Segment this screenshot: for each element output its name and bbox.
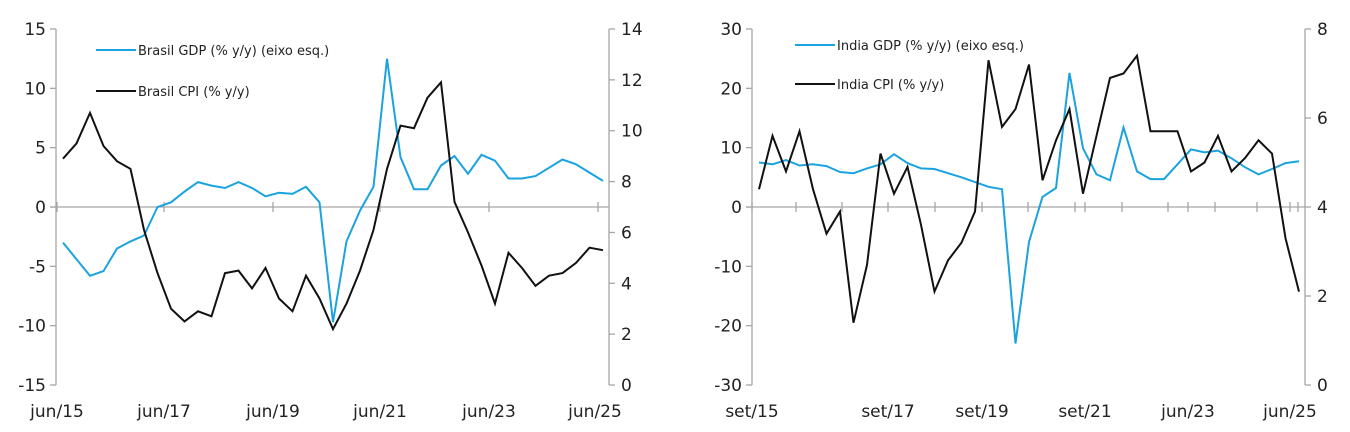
left-y-tick-label: 5 <box>35 139 46 159</box>
left-y-tick-label: 0 <box>731 198 742 218</box>
legend-label-gdp: India GDP (% y/y) (eixo esq.) <box>837 39 1024 54</box>
right-y-tick-label: 2 <box>1317 287 1328 307</box>
right-y-tick-label: 14 <box>621 20 643 40</box>
legend-label-cpi: India CPI (% y/y) <box>837 78 944 93</box>
x-tick-label: jun/23 <box>461 402 516 422</box>
right-y-tick-label: 2 <box>621 325 632 345</box>
left-y-tick-label: 10 <box>720 139 742 159</box>
x-tick-label: set/21 <box>1058 402 1111 422</box>
right-y-tick-label: 6 <box>621 223 632 243</box>
series-line-cpi <box>758 53 1300 323</box>
x-tick-label: jun/23 <box>1160 402 1215 422</box>
right-y-tick-label: 10 <box>621 122 643 142</box>
legend-label-cpi: Brasil CPI (% y/y) <box>138 85 250 100</box>
left-y-tick-label: -10 <box>714 257 742 277</box>
left-y-tick-label: -5 <box>29 257 46 277</box>
legend-label-gdp: Brasil GDP (% y/y) (eixo esq.) <box>138 44 329 59</box>
right-y-tick-label: 4 <box>621 274 632 294</box>
left-y-tick-label: -15 <box>18 376 46 396</box>
left-y-tick-label: -30 <box>714 376 742 396</box>
right-y-tick-label: 6 <box>1317 109 1328 129</box>
left-y-tick-label: 20 <box>720 79 742 99</box>
right-y-tick-label: 4 <box>1317 198 1328 218</box>
left-y-tick-label: 10 <box>24 79 46 99</box>
left-y-tick-label: -10 <box>18 317 46 337</box>
left-y-tick-label: 0 <box>35 198 46 218</box>
right-y-tick-label: 8 <box>1317 20 1328 40</box>
x-tick-label: set/15 <box>725 402 778 422</box>
x-tick-label: set/17 <box>861 402 914 422</box>
x-tick-label: set/19 <box>955 402 1008 422</box>
x-tick-label: jun/15 <box>29 402 84 422</box>
x-tick-label: jun/25 <box>567 402 622 422</box>
right-y-tick-label: 0 <box>1317 376 1328 396</box>
left-y-tick-label: 30 <box>720 20 742 40</box>
right-y-tick-label: 12 <box>621 71 643 91</box>
right-y-tick-label: 0 <box>621 376 632 396</box>
right-y-tick-label: 8 <box>621 173 632 193</box>
x-tick-label: jun/17 <box>136 402 191 422</box>
x-tick-label: jun/19 <box>245 402 300 422</box>
left-y-tick-label: -20 <box>714 317 742 337</box>
brasil-chart: 15 10 5 0 -5 -10 -15 14 12 10 8 6 4 2 0 jun/15 jun/17 jun… <box>18 20 642 422</box>
left-y-tick-label: 15 <box>24 20 46 40</box>
x-tick-label: jun/25 <box>1262 402 1317 422</box>
series-line-cpi <box>62 80 604 332</box>
series-line-gdp <box>758 72 1300 344</box>
x-tick-label: jun/21 <box>352 402 407 422</box>
